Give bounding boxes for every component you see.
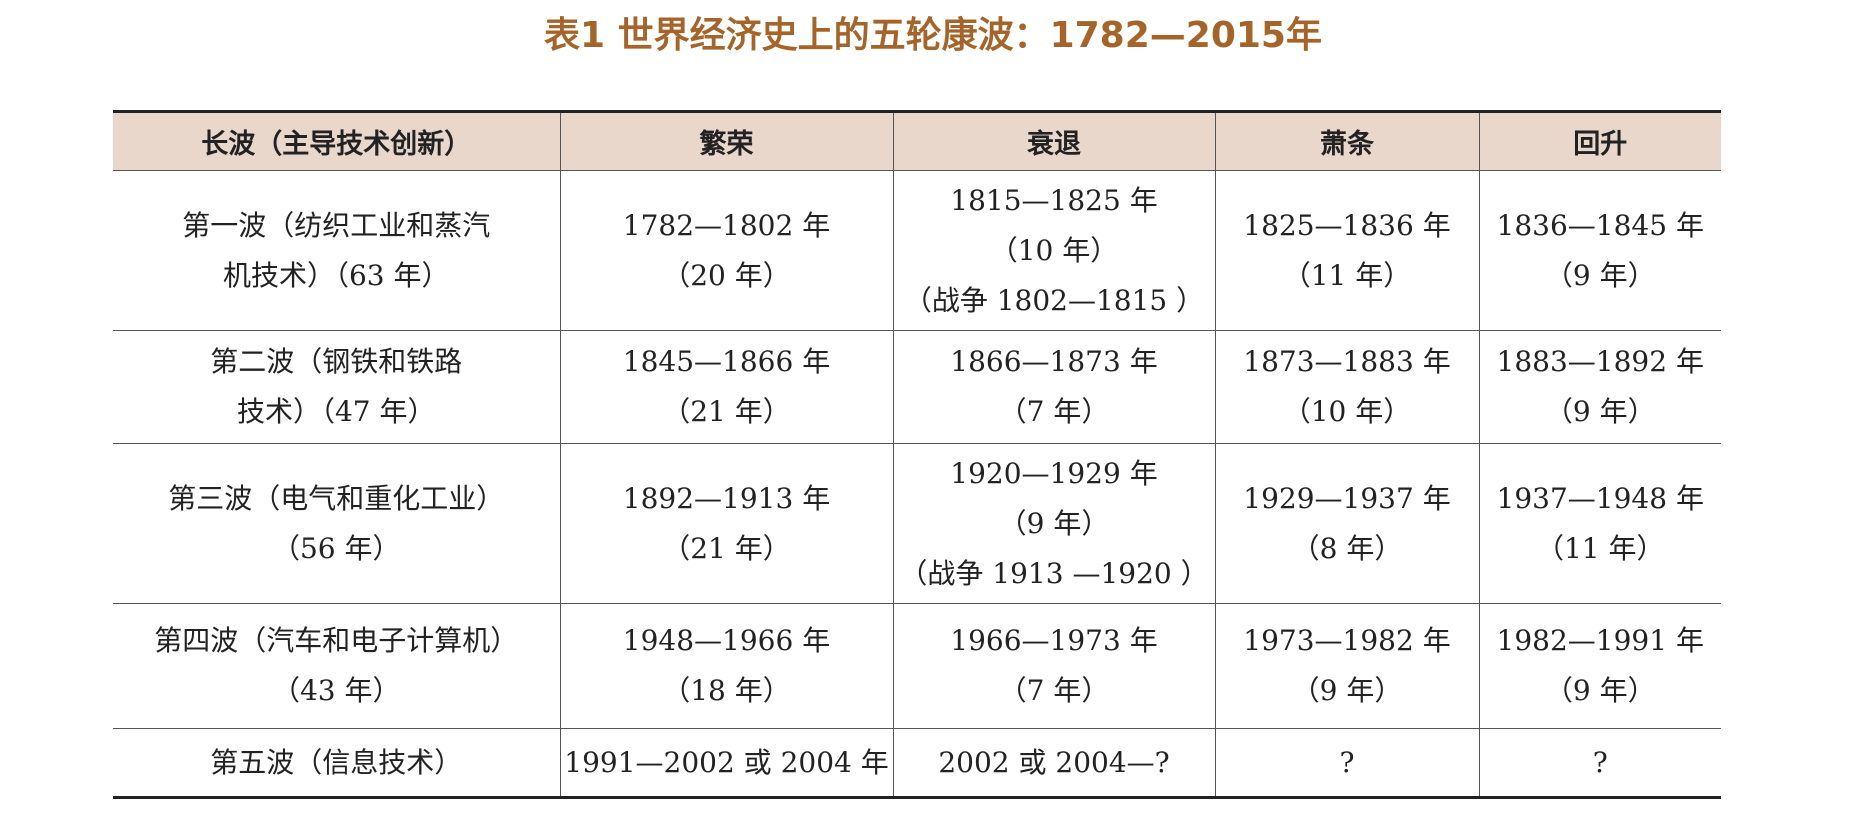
table-title: 表1 世界经济史上的五轮康波：1782—2015年 [544,15,1322,56]
duration-line: （20 年） [662,258,791,292]
header-prosperity: 繁荣 [559,110,894,171]
table-row: 第一波（纺织工业和蒸汽 机技术）（63 年） 1782—1802 年 （20 年… [113,170,1721,331]
duration-line: （7 年） [998,395,1110,428]
header-depression: 萧条 [1214,110,1480,171]
period-line: 1973—1982 年 [1243,624,1451,657]
period-line: 1883—1892 年 [1496,345,1704,378]
duration-line: （10 年） [1282,395,1412,428]
wave-line: 技术）（47 年） [236,395,436,428]
recession-cell: 1966—1973 年 （7 年） [892,603,1216,729]
prosperity-cell: 1991—2002 或 2004 年 [559,728,894,799]
wave-line: （56 年） [271,531,401,565]
depression-cell: 1973—1982 年 （9 年） [1214,603,1480,729]
period-line: 1873—1883 年 [1243,345,1451,378]
wave-line: 第三波（电气和重化工业） [168,481,505,515]
duration-line: （9 年） [1291,674,1403,707]
prosperity-cell: 1892—1913 年 （21 年） [559,443,894,604]
duration-line: （9 年） [1544,674,1656,707]
header-recovery: 回升 [1478,110,1721,171]
wave-line: 第四波（汽车和电子计算机） [154,624,519,657]
period-line: 1815—1825 年 [950,183,1158,217]
period-line: 1929—1937 年 [1243,481,1451,515]
period-line: 2002 或 2004—? [938,745,1170,779]
wave-line: 第一波（纺织工业和蒸汽 [182,208,491,242]
period-line: ? [1592,745,1608,779]
period-line: 1782—1802 年 [622,208,831,242]
duration-line: （10 年） [989,233,1119,267]
duration-line: （11 年） [1282,258,1412,292]
period-line: 1966—1973 年 [950,624,1158,657]
duration-line: （21 年） [662,531,791,565]
depression-cell: 1929—1937 年 （8 年） [1214,443,1480,604]
period-line: 1892—1913 年 [622,481,831,515]
duration-line: （11 年） [1535,531,1665,565]
duration-line: （9 年） [998,506,1110,540]
depression-cell: 1825—1836 年 （11 年） [1214,170,1480,331]
wave-cell: 第四波（汽车和电子计算机） （43 年） [113,603,561,729]
duration-line: （9 年） [1544,395,1656,428]
wave-cell: 第三波（电气和重化工业） （56 年） [113,443,561,604]
header-row: 长波（主导技术创新） 繁荣 衰退 萧条 回升 [113,110,1721,171]
recovery-cell: 1836—1845 年 （9 年） [1478,170,1721,331]
recovery-cell: 1937—1948 年 （11 年） [1478,443,1721,604]
wave-cell: 第五波（信息技术） [113,728,561,799]
recession-cell: 1920—1929 年 （9 年） （战争 1913 —1920 ） [892,443,1216,604]
war-note-line: （战争 1913 —1920 ） [899,556,1209,590]
recession-cell: 1866—1873 年 （7 年） [892,330,1216,444]
duration-line: （7 年） [998,674,1110,707]
war-note-line: （战争 1802—1815 ） [903,283,1205,317]
prosperity-cell: 1782—1802 年 （20 年） [559,170,894,331]
kondratiev-waves-table: 长波（主导技术创新） 繁荣 衰退 萧条 回升 第一波（纺织工业和蒸汽 机技术）（… [113,110,1721,799]
wave-line: 第二波（钢铁和铁路 [210,345,463,378]
duration-line: （21 年） [662,395,791,428]
table-row: 第四波（汽车和电子计算机） （43 年） 1948—1966 年 （18 年） … [113,603,1721,729]
period-line: 1845—1866 年 [622,345,831,378]
table-row: 第三波（电气和重化工业） （56 年） 1892—1913 年 （21 年） 1… [113,443,1721,604]
period-line: 1982—1991 年 [1496,624,1704,657]
header-recession: 衰退 [892,110,1216,171]
header-long-wave: 长波（主导技术创新） [113,110,561,171]
recession-cell: 2002 或 2004—? [892,728,1216,799]
wave-line: （43 年） [271,674,401,707]
period-line: 1920—1929 年 [950,456,1158,490]
depression-cell: ? [1214,728,1480,799]
wave-cell: 第一波（纺织工业和蒸汽 机技术）（63 年） [113,170,561,331]
depression-cell: 1873—1883 年 （10 年） [1214,330,1480,444]
recovery-cell: ? [1478,728,1721,799]
period-line: 1825—1836 年 [1243,208,1451,242]
period-line: 1937—1948 年 [1496,481,1704,515]
wave-cell: 第二波（钢铁和铁路 技术）（47 年） [113,330,561,444]
duration-line: （18 年） [662,674,791,707]
period-line: 1866—1873 年 [950,345,1158,378]
duration-line: （8 年） [1291,531,1403,565]
recession-cell: 1815—1825 年 （10 年） （战争 1802—1815 ） [892,170,1216,331]
wave-line: 机技术）（63 年） [222,258,450,292]
duration-line: （9 年） [1544,258,1656,292]
recovery-cell: 1883—1892 年 （9 年） [1478,330,1721,444]
prosperity-cell: 1948—1966 年 （18 年） [559,603,894,729]
wave-line: 第五波（信息技术） [210,745,463,779]
prosperity-cell: 1845—1866 年 （21 年） [559,330,894,444]
table-row: 第二波（钢铁和铁路 技术）（47 年） 1845—1866 年 （21 年） 1… [113,330,1721,444]
period-line: ? [1339,745,1355,779]
period-line: 1836—1845 年 [1496,208,1704,242]
recovery-cell: 1982—1991 年 （9 年） [1478,603,1721,729]
period-line: 1948—1966 年 [622,624,831,657]
period-line: 1991—2002 或 2004 年 [564,745,889,779]
table-row: 第五波（信息技术） 1991—2002 或 2004 年 2002 或 2004… [113,728,1721,799]
